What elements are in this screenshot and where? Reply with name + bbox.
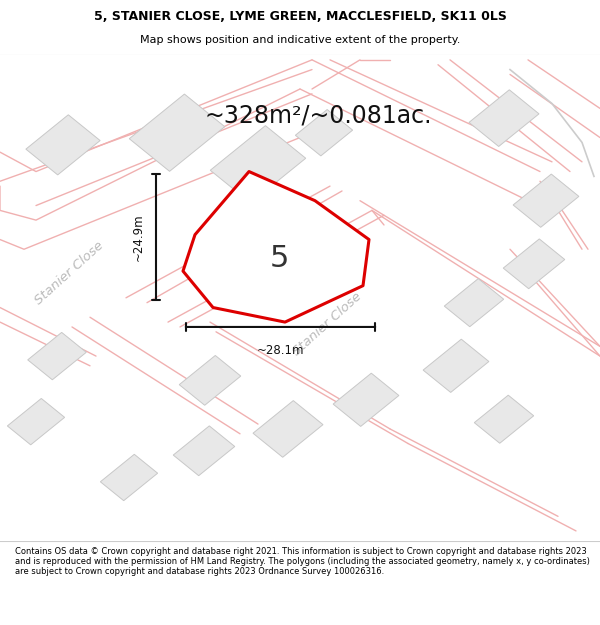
Text: Contains OS data © Crown copyright and database right 2021. This information is : Contains OS data © Crown copyright and d… (15, 546, 590, 576)
Polygon shape (28, 332, 86, 380)
Polygon shape (253, 401, 323, 458)
Polygon shape (513, 174, 579, 228)
Polygon shape (7, 399, 65, 445)
Polygon shape (333, 373, 399, 426)
Polygon shape (423, 339, 489, 392)
Text: Map shows position and indicative extent of the property.: Map shows position and indicative extent… (140, 34, 460, 44)
Text: ~328m²/~0.081ac.: ~328m²/~0.081ac. (204, 104, 432, 127)
Polygon shape (445, 279, 503, 327)
Polygon shape (129, 94, 225, 171)
Text: Stanier Close: Stanier Close (290, 291, 364, 359)
Text: ~28.1m: ~28.1m (257, 344, 304, 357)
Text: 5: 5 (269, 244, 289, 274)
Text: 5, STANIER CLOSE, LYME GREEN, MACCLESFIELD, SK11 0LS: 5, STANIER CLOSE, LYME GREEN, MACCLESFIE… (94, 10, 506, 23)
Polygon shape (210, 126, 306, 203)
Polygon shape (469, 90, 539, 146)
Polygon shape (179, 356, 241, 405)
Polygon shape (295, 109, 353, 156)
Polygon shape (183, 171, 369, 322)
Polygon shape (503, 239, 565, 289)
Text: ~24.9m: ~24.9m (131, 213, 145, 261)
Polygon shape (251, 205, 337, 274)
Polygon shape (173, 426, 235, 476)
Text: Stanier Close: Stanier Close (32, 239, 106, 308)
Polygon shape (475, 395, 533, 443)
Polygon shape (26, 115, 100, 175)
Polygon shape (100, 454, 158, 501)
